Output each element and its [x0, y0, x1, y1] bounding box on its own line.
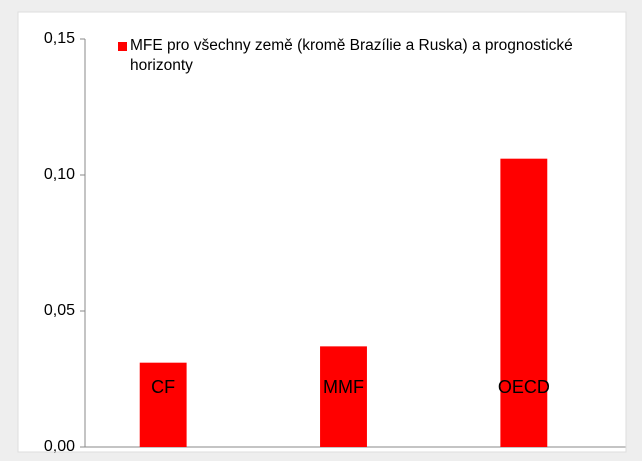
y-tick-label: 0,10 — [44, 166, 75, 183]
legend-swatch — [118, 42, 127, 51]
y-tick-label: 0,00 — [44, 438, 75, 455]
y-tick-label: 0,05 — [44, 302, 75, 319]
bar — [320, 346, 367, 447]
legend: MFE pro všechny země (kromě Brazílie a R… — [118, 36, 608, 76]
category-label: MMF — [323, 377, 364, 397]
category-label: OECD — [498, 377, 550, 397]
bar — [139, 362, 187, 447]
legend-label: MFE pro všechny země (kromě Brazílie a R… — [130, 37, 573, 74]
bar — [500, 158, 548, 447]
y-tick-label: 0,15 — [44, 30, 75, 47]
plot-border — [17, 11, 627, 453]
category-label: CF — [151, 377, 175, 397]
